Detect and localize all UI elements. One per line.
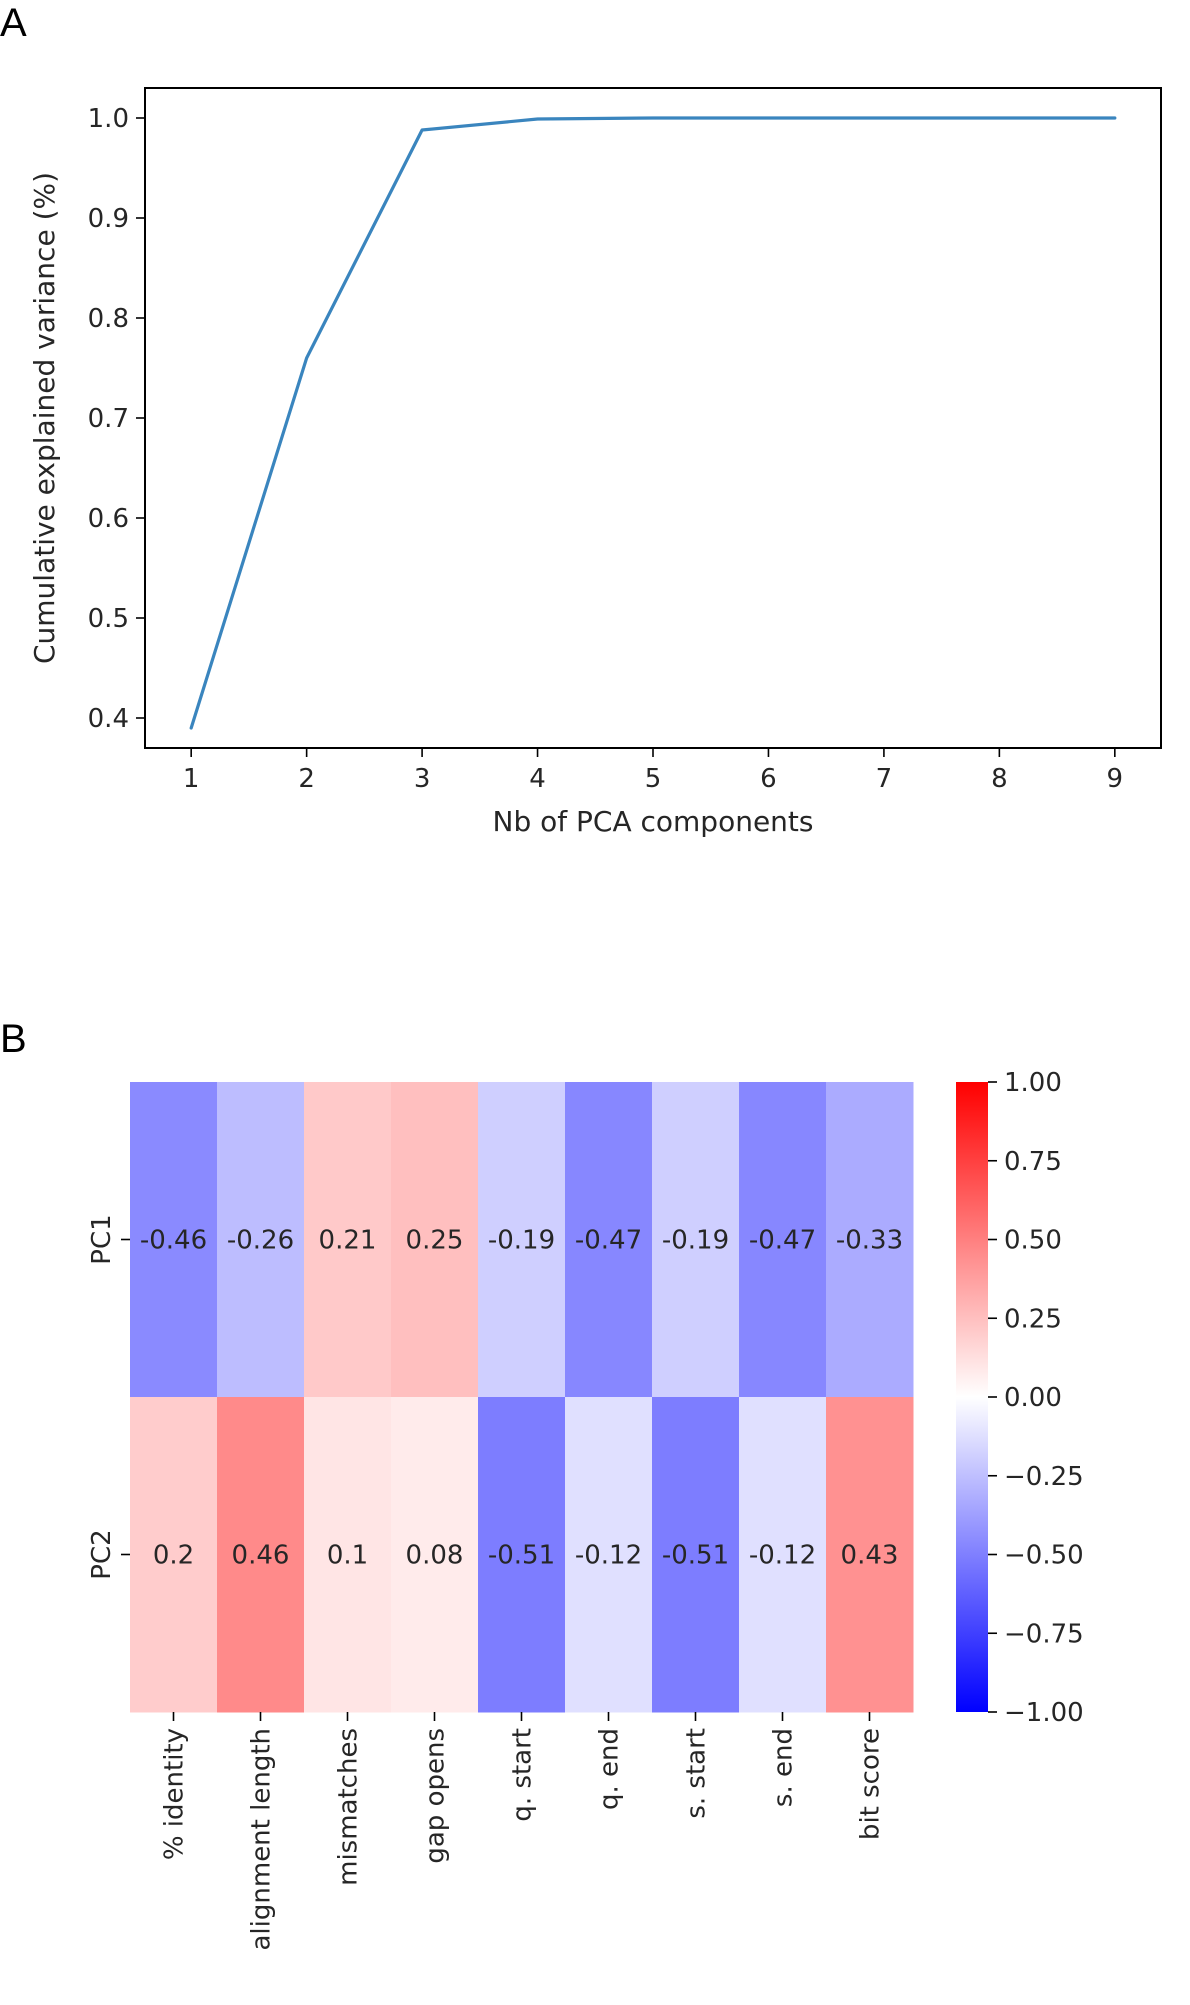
heatmap-panel: B -0.46 -0.26 0.21 0.25 -0.19 -0.47 -0.19 -0.47… — [0, 1017, 1084, 1951]
heatmap-cell — [826, 1397, 914, 1713]
heatmap-cell — [739, 1082, 827, 1398]
heatmap-cell — [130, 1082, 218, 1398]
column-label: s. start — [682, 1728, 712, 1819]
plot-frame — [144, 87, 1162, 749]
heatmap-cells: -0.46 -0.26 0.21 0.25 -0.19 -0.47 -0.19 -0.47 -0… — [130, 1082, 914, 1713]
panel-label-b: B — [0, 1017, 27, 1061]
y-tick-label: 1.0 — [88, 104, 129, 134]
y-tick-label: 0.8 — [88, 304, 129, 334]
heatmap-cell-label: 0.46 — [232, 1541, 290, 1571]
colorbar-ticks: 1.00 0.75 0.50 0.25 0.00 −0.25 −0.50 −0.75 −1.00 — [988, 1068, 1084, 1728]
heatmap-cell — [739, 1397, 827, 1713]
heatmap-cell — [652, 1082, 740, 1398]
x-tick-label: 7 — [876, 764, 893, 794]
heatmap-cell-label: -0.51 — [662, 1541, 729, 1571]
column-label: gap opens — [421, 1728, 451, 1864]
x-axis-label: Nb of PCA components — [493, 805, 814, 838]
x-tick-label: 2 — [298, 764, 315, 794]
heatmap-cell-label: 0.08 — [406, 1541, 464, 1571]
heatmap-cell-label: 0.1 — [327, 1541, 368, 1571]
column-label: % identity — [160, 1728, 190, 1860]
heatmap-cell — [565, 1082, 653, 1398]
heatmap-cell-label: -0.46 — [140, 1226, 207, 1256]
x-tick-label: 9 — [1107, 764, 1124, 794]
heatmap-cell — [217, 1397, 305, 1713]
x-tick-label: 1 — [183, 764, 200, 794]
heatmap-cell-label: -0.26 — [227, 1226, 294, 1256]
heatmap-cell-label: -0.19 — [662, 1226, 729, 1256]
colorbar-tick-label: −1.00 — [1004, 1698, 1084, 1728]
heatmap-cell — [304, 1082, 392, 1398]
heatmap-cell — [565, 1397, 653, 1713]
series-line-0 — [189, 116, 1117, 730]
heatmap-cell-label: 0.21 — [319, 1226, 377, 1256]
heatmap-cell-label: 0.25 — [406, 1226, 464, 1256]
heatmap-cell-label: -0.19 — [488, 1226, 555, 1256]
heatmap-column-labels: % identity alignment length mismatches gap … — [160, 1712, 886, 1951]
colorbar-tick-label: −0.75 — [1004, 1619, 1084, 1649]
x-tick-label: 6 — [760, 764, 777, 794]
x-tick-label: 8 — [991, 764, 1008, 794]
colorbar-tick-label: −0.25 — [1004, 1462, 1084, 1492]
heatmap-cell-label: 0.2 — [153, 1541, 194, 1571]
heatmap-row-labels: PC1 PC2 — [87, 1214, 130, 1580]
heatmap-cell-label: -0.12 — [749, 1541, 816, 1571]
row-label: PC1 — [87, 1214, 117, 1264]
line-chart-marks — [189, 116, 1117, 730]
x-tick-label: 5 — [645, 764, 662, 794]
colorbar-tick-label: 0.25 — [1004, 1304, 1062, 1334]
heatmap-cell-label: -0.47 — [749, 1226, 816, 1256]
colorbar-tick-label: 0.50 — [1004, 1226, 1062, 1256]
column-label: q. end — [595, 1728, 625, 1810]
y-tick-label: 0.4 — [88, 704, 129, 734]
colorbar-tick-label: 1.00 — [1004, 1068, 1062, 1098]
heatmap-cell — [652, 1397, 740, 1713]
column-label: alignment length — [247, 1728, 277, 1951]
colorbar-tick-label: −0.50 — [1004, 1541, 1084, 1571]
y-tick-label: 0.6 — [88, 504, 129, 534]
colorbar-tick-label: 0.75 — [1004, 1147, 1062, 1177]
panel-label-a: A — [0, 1, 27, 45]
x-tick-label: 3 — [414, 764, 431, 794]
heatmap-cell — [478, 1082, 566, 1398]
heatmap-cell — [217, 1082, 305, 1398]
y-tick-label: 0.9 — [88, 204, 129, 234]
line-chart-panel: A 1 2 3 4 5 6 7 8 9 0.4 0.5 0.6 0.7 0.8 0.9 1.0 Nb of … — [0, 1, 1162, 838]
heatmap-cell — [304, 1397, 392, 1713]
heatmap-cell-label: -0.47 — [575, 1226, 642, 1256]
y-tick-label: 0.5 — [88, 604, 129, 634]
colorbar — [956, 1082, 988, 1712]
y-tick-label: 0.7 — [88, 404, 129, 434]
heatmap-cell-label: -0.33 — [836, 1226, 903, 1256]
column-label: bit score — [856, 1728, 886, 1840]
y-axis-label: Cumulative explained variance (%) — [28, 172, 61, 664]
column-label: mismatches — [334, 1728, 364, 1886]
heatmap-cell — [391, 1082, 479, 1398]
heatmap-cell-label: 0.43 — [841, 1541, 899, 1571]
row-label: PC2 — [87, 1529, 117, 1579]
heatmap-cell — [130, 1397, 218, 1713]
colorbar-tick-label: 0.00 — [1004, 1383, 1062, 1413]
column-label: q. start — [508, 1728, 538, 1822]
x-tick-label: 4 — [529, 764, 546, 794]
y-axis-ticks: 0.4 0.5 0.6 0.7 0.8 0.9 1.0 — [88, 104, 145, 734]
heatmap-cell — [478, 1397, 566, 1713]
x-axis-ticks: 1 2 3 4 5 6 7 8 9 — [183, 748, 1123, 794]
column-label: s. end — [769, 1728, 799, 1807]
heatmap-cell — [391, 1397, 479, 1713]
heatmap-cell-label: -0.51 — [488, 1541, 555, 1571]
heatmap-cell-label: -0.12 — [575, 1541, 642, 1571]
heatmap-cell — [826, 1082, 914, 1398]
